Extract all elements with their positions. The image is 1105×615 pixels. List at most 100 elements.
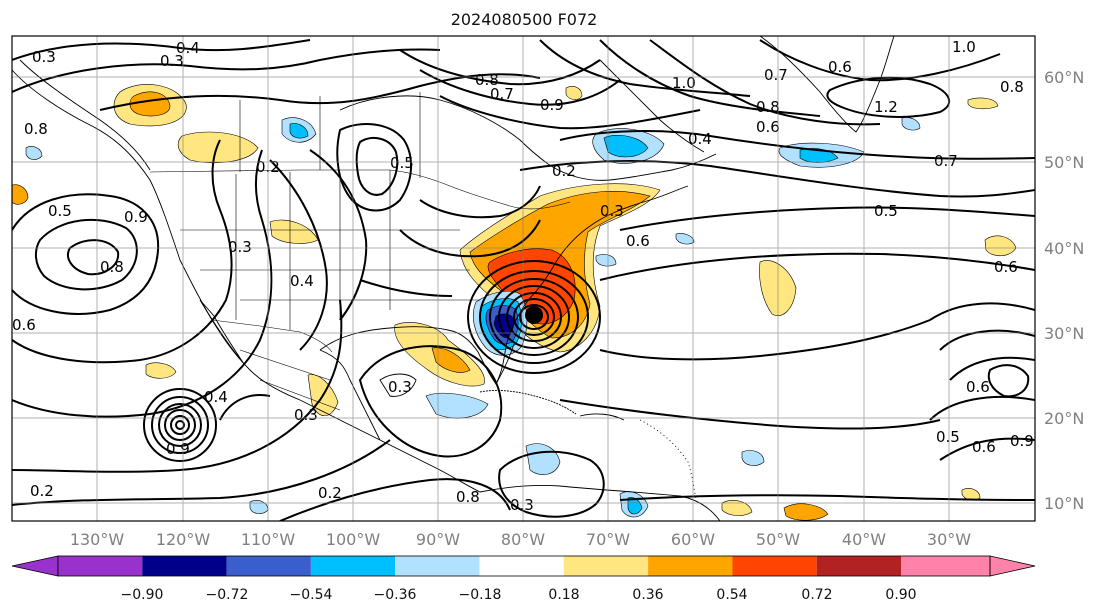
contour-line [399,49,601,86]
contour-line [219,394,271,421]
colorbar-segment [58,556,143,576]
shade-lblue-atl3 [741,450,765,466]
shade-lblue-pac2 [25,146,43,160]
contour-line [599,39,821,117]
colorbar-frame [57,555,991,577]
contour-label: 0.3 [32,48,56,66]
shade-lblue-ne [901,117,921,131]
lon-tick-label: 90°W [416,530,460,549]
colorbar-segment [310,556,396,576]
contour-label: 0.2 [30,482,54,500]
colorbar: −0.90 −0.72 −0.54 −0.36 −0.18 0.18 0.36 … [11,555,1036,603]
lon-tick-label: 80°W [501,530,545,549]
contour-label: 1.0 [952,38,976,56]
mexico-east [319,349,381,441]
contour-layer [12,39,1035,521]
contour-line [826,76,951,118]
contour-line [355,136,399,196]
mexico-states [239,349,341,411]
hispaniola [579,413,625,421]
colorbar-segment [395,556,480,576]
contour-label: 0.3 [160,52,184,70]
cyclone-ring [467,260,601,374]
contour-ring [175,420,185,430]
contour-label: 0.3 [510,496,534,514]
shade-yellow-pac [12,184,29,205]
contour-line [12,193,160,315]
colorbar-tick-label: 0.90 [885,587,916,603]
lat-axis: 60°N 50°N 40°N 30°N 20°N 10°N [1044,68,1084,513]
contour-line [559,399,941,430]
yucatan [379,373,417,397]
contour-line [949,356,1035,381]
lat-tick-label: 30°N [1044,324,1084,343]
lat-tick-label: 60°N [1044,68,1084,87]
contour-label: 0.6 [972,438,996,456]
colorbar-tick-label: −0.72 [206,587,249,603]
contour-ring [151,396,209,454]
lon-tick-label: 130°W [70,530,125,549]
shade-yellow-ne [967,97,999,110]
colorbar-tick-label: −0.54 [290,587,333,603]
colorbar-segment [648,556,733,576]
contour-line [599,319,931,361]
contour-line [929,302,1035,321]
alaska-panhandle [19,59,151,171]
colorbar-tick-label: 0.36 [632,587,663,603]
cuba [479,390,577,415]
contour-label: 0.6 [828,58,852,76]
colorbar-segment [226,556,311,576]
contour-label: 0.9 [540,96,564,114]
shade-yellow-carib [721,500,753,516]
contour-line [12,139,233,364]
canada-east [547,153,717,181]
contour-label: 0.8 [456,488,480,506]
greenland [759,36,895,133]
central-america [379,439,481,493]
contour-label: 0.5 [874,202,898,220]
contour-label: 0.4 [290,272,314,290]
contour-label: 0.3 [600,202,624,220]
lon-axis: 130°W 120°W 110°W 100°W 90°W 80°W 70°W 6… [70,530,971,549]
colorbar-segment [479,556,564,576]
contour-label: 0.8 [475,71,499,89]
contour-label: 0.8 [100,258,124,276]
colorbar-segment [732,556,817,576]
contour-line [12,439,391,506]
contour-label: 0.9 [124,208,148,226]
hudson-bay [339,95,549,165]
shade-lblue-nw2 [675,233,695,245]
contour-label: 0.6 [756,118,780,136]
shade-lblue-gulf [425,392,489,419]
contour-ring [164,409,196,441]
contour-label-layer: 0.3 0.4 0.3 0.8 0.7 0.9 1.0 0.8 0.7 0.6 … [12,38,1034,514]
colorbar-tick-label: 0.54 [716,587,747,603]
contour-ring [158,403,202,447]
contour-label: 0.5 [936,428,960,446]
pacific-coast [12,69,381,441]
contour-line [519,160,1035,198]
colorbar-tick-label: −0.36 [374,587,417,603]
us-canada-border [149,169,571,210]
contour-label: 0.6 [966,378,990,396]
contour-line [759,39,1001,82]
contour-line [34,218,138,291]
colorbar-segment [563,556,649,576]
lon-tick-label: 30°W [927,530,971,549]
colorbar-tick-label: 0.18 [548,587,579,603]
shade-orange-nw [129,91,171,117]
us-mexico-border [211,319,333,353]
east-coast [505,185,689,347]
shade-yellow-canada [177,131,259,163]
contour-label: 0.9 [1010,432,1034,450]
coastline-layer [12,36,895,521]
contour-line [939,437,1035,461]
storm-center-marker [525,306,543,324]
colorbar-segment [142,556,227,576]
contour-line [269,159,328,351]
colorbar-high-arrow [989,555,1036,577]
lon-tick-label: 40°W [842,530,886,549]
cyclone-ring [513,298,555,336]
contour-label: 0.2 [552,162,576,180]
